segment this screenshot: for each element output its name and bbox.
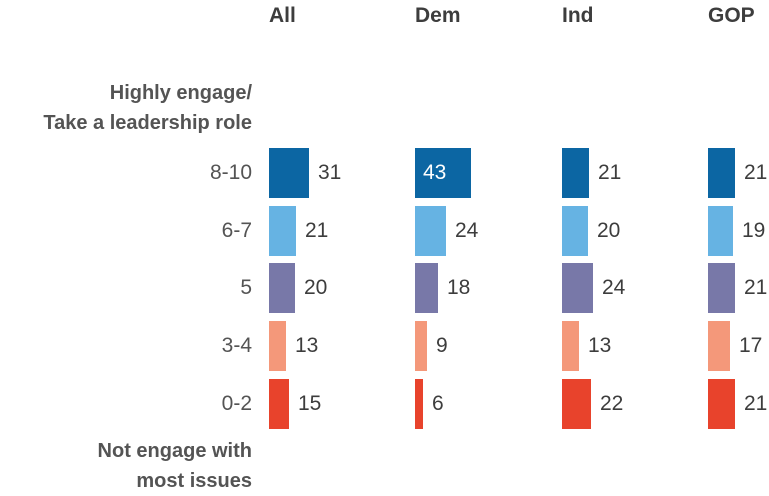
bar-all-6-7 (269, 206, 296, 256)
value-label-ind-5: 24 (602, 276, 626, 299)
bar-dem-3-4 (415, 321, 427, 371)
column-header-ind: Ind (562, 4, 594, 27)
value-label-gop-3-4: 17 (739, 334, 763, 357)
row-label-6-7: 6-7 (221, 219, 252, 242)
bar-ind-3-4 (562, 321, 579, 371)
bar-dem-0-2 (415, 379, 423, 429)
value-label-gop-8-10: 21 (744, 161, 768, 184)
value-label-ind-3-4: 13 (588, 334, 612, 357)
column-header-dem: Dem (415, 4, 461, 27)
bar-gop-6-7 (708, 206, 733, 256)
row-label-8-10: 8-10 (209, 161, 252, 184)
bottom-note: Not engage with most issues (97, 440, 252, 492)
value-label-gop-0-2: 21 (744, 392, 768, 415)
value-label-dem-8-10: 43 (423, 161, 447, 184)
bar-dem-5 (415, 263, 438, 313)
value-label-ind-6-7: 20 (597, 219, 621, 242)
bar-dem-6-7 (415, 206, 446, 256)
column-header-all: All (269, 4, 296, 27)
bar-ind-8-10 (562, 148, 589, 198)
bar-ind-0-2 (562, 379, 591, 429)
value-label-all-8-10: 31 (318, 161, 342, 184)
bar-ind-5 (562, 263, 593, 313)
bar-gop-3-4 (708, 321, 730, 371)
bar-all-5 (269, 263, 295, 313)
value-label-gop-6-7: 19 (742, 219, 766, 242)
value-label-dem-0-2: 6 (432, 392, 444, 415)
value-label-all-3-4: 13 (295, 334, 319, 357)
value-label-ind-0-2: 22 (600, 392, 624, 415)
bar-dem-8-10 (415, 148, 471, 198)
bar-ind-6-7 (562, 206, 588, 256)
value-label-all-5: 20 (304, 276, 328, 299)
value-label-all-0-2: 15 (298, 392, 322, 415)
value-label-dem-3-4: 9 (436, 334, 448, 357)
row-label-0-2: 0-2 (221, 392, 252, 415)
top-note: Highly engage/ Take a leadership role (43, 82, 252, 134)
value-label-all-6-7: 21 (305, 219, 329, 242)
row-label-3-4: 3-4 (221, 334, 252, 357)
value-label-dem-5: 18 (447, 276, 471, 299)
bar-all-0-2 (269, 379, 289, 429)
bar-gop-5 (708, 263, 735, 313)
value-label-gop-5: 21 (744, 276, 768, 299)
value-label-dem-6-7: 24 (455, 219, 479, 242)
row-label-5: 5 (240, 276, 252, 299)
bar-all-8-10 (269, 148, 309, 198)
bar-gop-0-2 (708, 379, 735, 429)
column-header-gop: GOP (708, 4, 755, 27)
value-label-ind-8-10: 21 (598, 161, 622, 184)
bar-all-3-4 (269, 321, 286, 371)
bar-gop-8-10 (708, 148, 735, 198)
